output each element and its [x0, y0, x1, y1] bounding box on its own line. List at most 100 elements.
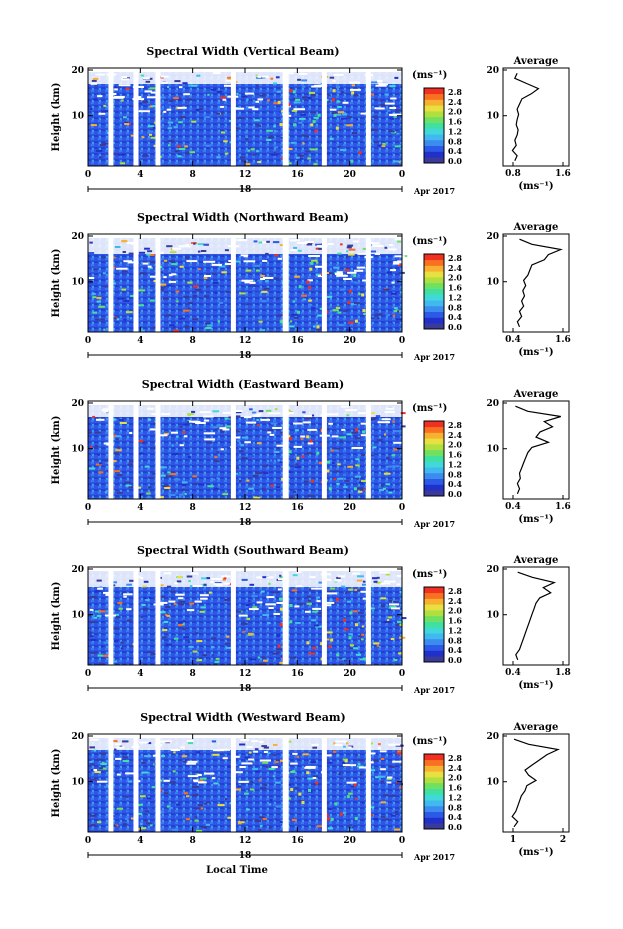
x-tick-label: 4: [137, 336, 143, 346]
colorbar: (ms⁻¹)2.82.42.01.61.20.80.40.0: [412, 70, 462, 166]
colorbar-tick: 2.0: [448, 107, 462, 117]
x-tick-label: 4: [137, 669, 143, 679]
profile-title: Average: [513, 389, 559, 400]
profile-x-label: (ms⁻¹): [518, 181, 553, 192]
x-tick-label: 0: [85, 836, 91, 846]
beam-panel-1: Spectral Width (Northward Beam) 0 4 8 12 16 20…: [51, 211, 571, 362]
colorbar-unit: (ms⁻¹): [412, 236, 447, 247]
colorbar-tick: 1.2: [448, 126, 462, 136]
colorbar-tick: 1.6: [448, 616, 462, 626]
profile-x-label: (ms⁻¹): [518, 680, 553, 691]
colorbar-tick: 1.2: [448, 292, 462, 302]
x-tick-label: 20: [343, 503, 356, 513]
y-axis-label: Height (km): [51, 416, 62, 485]
y-tick-label: 10: [71, 611, 84, 621]
profile-x-label: (ms⁻¹): [518, 514, 553, 525]
profile-title: Average: [513, 555, 559, 566]
colorbar-tick: 1.6: [448, 450, 462, 460]
profile-line: [516, 238, 563, 328]
colorbar-tick: 2.8: [448, 753, 462, 763]
colorbar-tick: 0.4: [448, 812, 462, 822]
x-tick-label: 12: [239, 503, 252, 513]
colorbar-tick: 2.8: [448, 253, 462, 263]
colorbar-tick: 2.8: [448, 87, 462, 97]
profile-x-tick: 1: [510, 835, 516, 845]
heatmap: [88, 234, 408, 332]
colorbar-tick: 2.4: [448, 263, 462, 273]
colorbar-tick: 2.8: [448, 586, 462, 596]
x-tick-label: 16: [291, 336, 304, 346]
x-tick-label: 0: [399, 836, 405, 846]
profile-x-tick: 0.4: [505, 502, 521, 512]
beam-panel-4: Spectral Width (Westward Beam)0 4 8 12 16 20 0…: [51, 711, 570, 876]
colorbar-tick: 0.8: [448, 469, 462, 479]
x-tick-label: 16: [291, 503, 304, 513]
colorbar: (ms⁻¹)2.82.42.01.61.20.80.40.0: [412, 403, 462, 499]
y-axis-label: Height (km): [51, 83, 62, 152]
colorbar-tick: 1.6: [448, 283, 462, 293]
date-label: Apr 2017: [413, 852, 455, 862]
colorbar-tick: 2.0: [448, 440, 462, 450]
panel-title: Spectral Width (Southward Beam): [137, 544, 349, 557]
profile-line: [515, 571, 557, 661]
profile-y-tick: 10: [486, 445, 499, 455]
profile-x-tick: 2: [560, 835, 566, 845]
x-tick-label: 20: [343, 669, 356, 679]
average-profile: Average 20 10 0.4 1.8(ms⁻¹): [486, 555, 570, 691]
profile-y-tick: 10: [486, 778, 499, 788]
x-tick-label: 20: [343, 170, 356, 180]
colorbar-tick: 0.8: [448, 136, 462, 146]
x-tick-label: 8: [190, 170, 196, 180]
heatmap: [88, 567, 409, 665]
profile-line: [511, 72, 540, 162]
profile-y-tick: 10: [486, 112, 499, 122]
colorbar-tick: 1.2: [448, 459, 462, 469]
panel-title: Spectral Width (Vertical Beam): [146, 45, 339, 58]
colorbar-unit: (ms⁻¹): [412, 70, 447, 81]
colorbar-unit: (ms⁻¹): [412, 736, 447, 747]
profile-x-tick: 1.6: [555, 502, 571, 512]
x-tick-label: 8: [190, 503, 196, 513]
colorbar-tick: 0.0: [448, 156, 462, 166]
date-label: Apr 2017: [413, 685, 455, 695]
x-tick-label: 12: [239, 170, 252, 180]
y-axis-label: Height (km): [51, 749, 62, 818]
x-tick-label: 0: [85, 669, 91, 679]
y-tick-label: 20: [71, 66, 84, 76]
profile-x-tick: 0.4: [505, 668, 521, 678]
profile-y-tick: 20: [486, 732, 499, 742]
profile-title: Average: [513, 222, 559, 233]
colorbar-tick: 2.0: [448, 773, 462, 783]
average-profile: Average 20 10 1 2 (ms⁻¹): [486, 722, 570, 858]
profile-x-label: (ms⁻¹): [518, 347, 553, 358]
colorbar-tick: 0.4: [448, 479, 462, 489]
colorbar-tick: 2.4: [448, 97, 462, 107]
x-tick-label: 20: [343, 836, 356, 846]
colorbar-tick: 1.2: [448, 625, 462, 635]
x-tick-label: 16: [291, 836, 304, 846]
y-axis-label: Height (km): [51, 249, 62, 318]
date-label: Apr 2017: [413, 186, 455, 196]
colorbar-tick: 1.2: [448, 792, 462, 802]
x-tick-label: 0: [399, 170, 405, 180]
colorbar-tick: 0.8: [448, 635, 462, 645]
x-tick-label: 0: [85, 170, 91, 180]
profile-y-tick: 10: [486, 278, 499, 288]
profile-x-tick: 0.8: [505, 169, 521, 179]
colorbar-tick: 0.0: [448, 655, 462, 665]
y-tick-label: 20: [71, 232, 84, 242]
y-tick-label: 10: [71, 778, 84, 788]
x-axis-label: Local Time: [206, 865, 268, 876]
profile-line: [515, 405, 561, 495]
profile-y-tick: 20: [486, 399, 499, 409]
heatmap: [88, 401, 406, 499]
profile-x-tick: 1.6: [555, 335, 571, 345]
profile-x-tick: 1.8: [555, 668, 571, 678]
y-tick-label: 10: [71, 278, 84, 288]
heatmap: [88, 68, 404, 166]
profile-x-tick: 0.4: [505, 335, 521, 345]
colorbar-tick: 2.4: [448, 430, 462, 440]
x-tick-label: 12: [239, 669, 252, 679]
date-day: 18: [239, 851, 252, 861]
